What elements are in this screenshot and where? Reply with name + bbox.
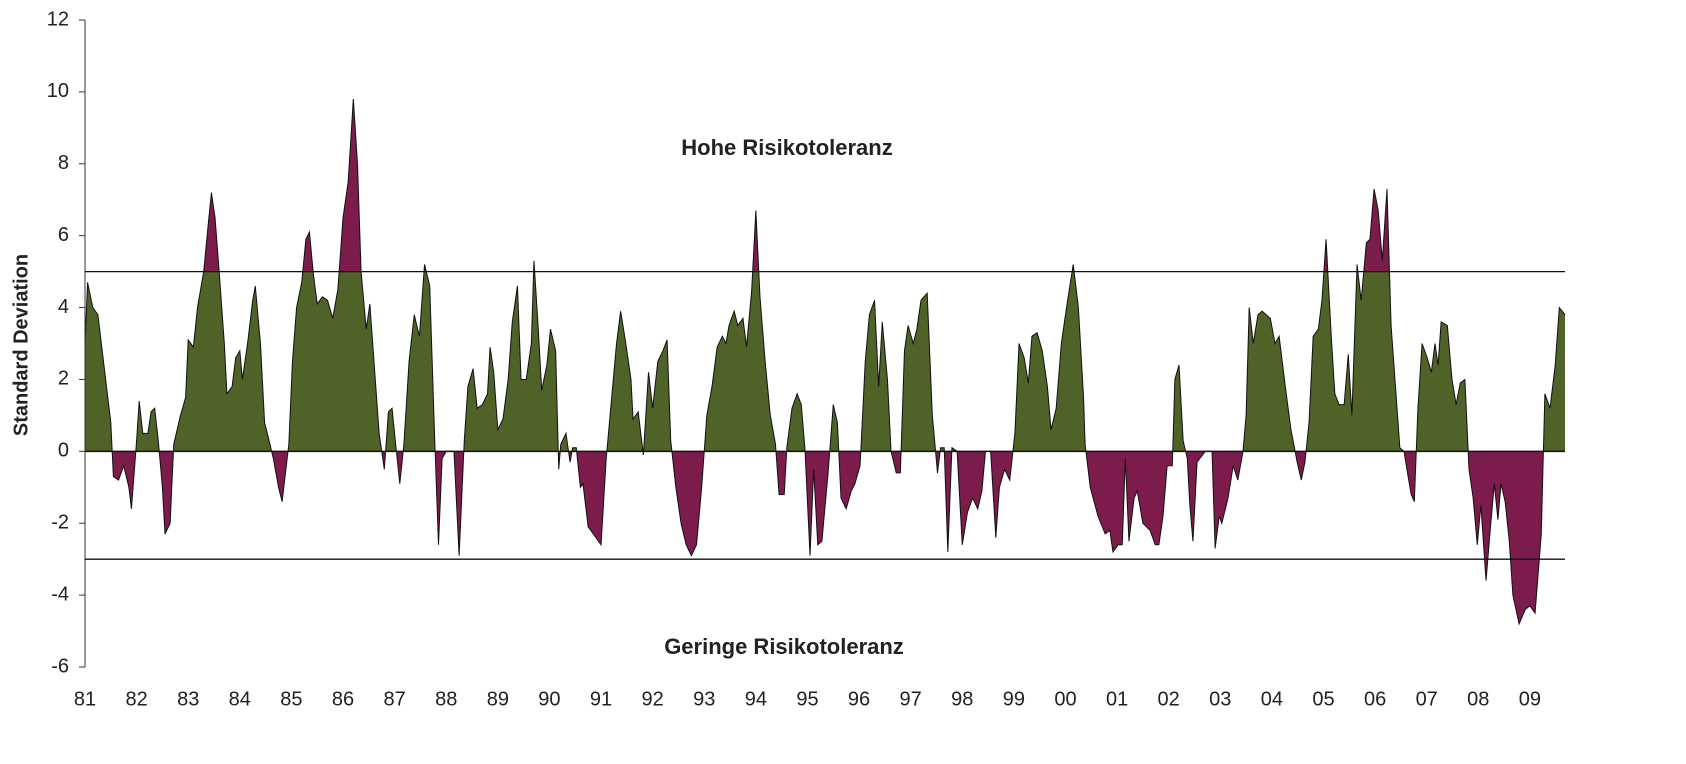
x-tick-label: 85 xyxy=(280,688,302,710)
y-tick-label: 10 xyxy=(47,80,69,102)
y-tick-label: 12 xyxy=(47,8,69,30)
x-tick-label: 92 xyxy=(642,688,664,710)
y-tick-label: 0 xyxy=(58,440,69,462)
x-tick-label: 94 xyxy=(745,688,767,710)
x-tick-label: 81 xyxy=(74,688,96,710)
x-tick-label: 88 xyxy=(435,688,457,710)
y-tick-label: -4 xyxy=(51,583,69,605)
y-tick-label: 4 xyxy=(58,296,69,318)
x-tick-label: 98 xyxy=(951,688,973,710)
x-tick-label: 06 xyxy=(1364,688,1386,710)
x-tick-label: 93 xyxy=(693,688,715,710)
x-tick-label: 99 xyxy=(1003,688,1025,710)
x-tick-label: 02 xyxy=(1158,688,1180,710)
annotation: Hohe Risikotoleranz xyxy=(681,135,892,160)
y-tick-label: 2 xyxy=(58,368,69,390)
x-tick-label: 07 xyxy=(1416,688,1438,710)
y-tick-label: -6 xyxy=(51,655,69,677)
x-tick-label: 83 xyxy=(177,688,199,710)
x-tick-label: 96 xyxy=(848,688,870,710)
y-tick-label: 6 xyxy=(58,224,69,246)
x-tick-label: 09 xyxy=(1519,688,1541,710)
x-tick-label: 05 xyxy=(1312,688,1334,710)
y-tick-label: 8 xyxy=(58,152,69,174)
x-tick-label: 90 xyxy=(538,688,560,710)
area-outline xyxy=(84,99,1566,626)
x-tick-label: 00 xyxy=(1054,688,1076,710)
annotation: Geringe Risikotoleranz xyxy=(664,634,904,659)
x-tick-label: 84 xyxy=(229,688,251,710)
x-tick-label: 95 xyxy=(796,688,818,710)
x-tick-label: 82 xyxy=(125,688,147,710)
area-within xyxy=(85,271,1565,452)
x-tick-label: 08 xyxy=(1467,688,1489,710)
x-tick-label: 04 xyxy=(1261,688,1283,710)
x-tick-label: 01 xyxy=(1106,688,1128,710)
y-axis-label: Standard Deviation xyxy=(10,254,32,436)
x-tick-label: 97 xyxy=(900,688,922,710)
x-tick-label: 03 xyxy=(1209,688,1231,710)
x-tick-label: 87 xyxy=(383,688,405,710)
x-tick-label: 89 xyxy=(487,688,509,710)
x-tick-label: 86 xyxy=(332,688,354,710)
y-tick-label: -2 xyxy=(51,512,69,534)
x-tick-label: 91 xyxy=(590,688,612,710)
